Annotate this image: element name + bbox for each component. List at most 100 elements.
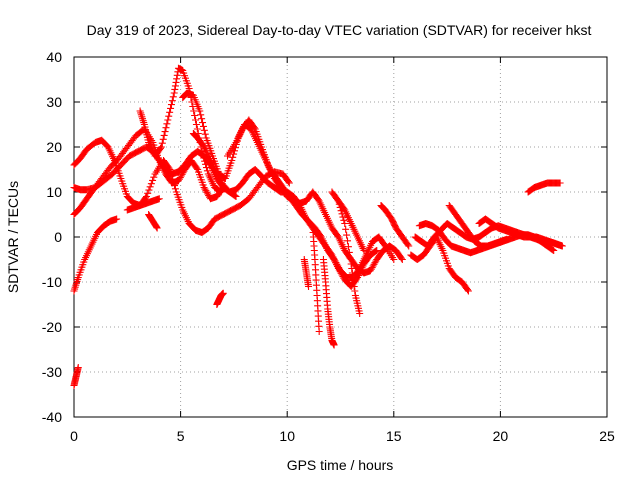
data-point-arc-n bbox=[404, 241, 412, 249]
x-tick-label: 0 bbox=[70, 428, 78, 444]
x-tick-label: 5 bbox=[177, 428, 185, 444]
data-point-arc-e bbox=[156, 144, 164, 152]
data-point-arc-a bbox=[142, 193, 150, 200]
y-tick-label: -20 bbox=[42, 319, 62, 335]
data-point-arc-r bbox=[74, 364, 82, 371]
data-point-arc-e bbox=[190, 107, 198, 115]
data-point-arc-l bbox=[342, 225, 350, 233]
x-axis-label: GPS time / hours bbox=[287, 457, 394, 473]
data-point-arc-e bbox=[193, 125, 201, 133]
data-point-arc-e bbox=[201, 157, 209, 165]
data-point-arc-g bbox=[250, 124, 258, 132]
data-point-arc-l bbox=[347, 260, 355, 268]
data-point-arc-e bbox=[168, 97, 176, 105]
data-point-arc-e bbox=[202, 164, 210, 172]
data-point-arc-o bbox=[153, 223, 161, 231]
data-point-arc-l bbox=[343, 231, 351, 239]
data-point-arc-l bbox=[344, 243, 352, 251]
y-tick-label: 0 bbox=[54, 229, 62, 245]
data-point-arc-a bbox=[149, 176, 157, 184]
data-point-arc-e bbox=[173, 71, 181, 79]
data-point-arc-e bbox=[171, 82, 179, 90]
y-tick-label: 40 bbox=[46, 49, 62, 65]
data-point-arc-t bbox=[464, 286, 472, 294]
data-point-arc-d bbox=[113, 215, 121, 223]
data-point-arc-k bbox=[305, 283, 313, 290]
data-point-arc-f bbox=[198, 115, 206, 123]
data-point-arc-v bbox=[550, 247, 558, 254]
data-point-arc-e bbox=[170, 89, 178, 97]
y-tick-label: -30 bbox=[42, 364, 62, 380]
data-point-arc-i bbox=[330, 341, 338, 349]
data-point-arc-b bbox=[193, 164, 201, 172]
data-point-arc-f bbox=[201, 130, 209, 138]
data-point-arc-a bbox=[145, 186, 153, 194]
data-point-arc-f bbox=[197, 111, 205, 119]
data-point-arc-l bbox=[356, 310, 364, 317]
data-point-arc-e bbox=[167, 101, 175, 109]
data-point-arc-e bbox=[162, 124, 170, 132]
data-point-arc-l bbox=[339, 213, 347, 221]
data-point-arc-e bbox=[169, 93, 177, 101]
data-point-arc-e bbox=[166, 108, 174, 116]
data-point-arc-l bbox=[346, 254, 354, 262]
x-tick-label: 20 bbox=[493, 428, 509, 444]
data-point-arc-g bbox=[398, 256, 406, 263]
data-point-arc-a bbox=[147, 180, 155, 188]
data-point-arc-f bbox=[199, 119, 207, 127]
data-point-arc-g bbox=[397, 254, 405, 262]
data-point-arc-e bbox=[161, 128, 169, 136]
data-point-arc-q bbox=[219, 289, 227, 297]
data-point-arc-a bbox=[171, 185, 179, 193]
data-point-arc-f bbox=[228, 157, 236, 164]
y-tick-label: 20 bbox=[46, 139, 62, 155]
y-tick-label: -40 bbox=[42, 409, 62, 425]
x-tick-label: 15 bbox=[386, 428, 402, 444]
data-point-arc-h bbox=[372, 247, 380, 255]
data-point-arc-o bbox=[153, 224, 161, 232]
data-point-arc-e bbox=[192, 116, 200, 124]
data-point-arc-f bbox=[196, 107, 204, 115]
data-marks bbox=[70, 64, 566, 389]
data-point-arc-e bbox=[165, 112, 173, 120]
data-point-arc-e bbox=[157, 143, 165, 151]
data-point-arc-e bbox=[164, 116, 172, 124]
data-point-arc-e bbox=[202, 160, 210, 168]
data-point-arc-e bbox=[217, 188, 225, 196]
y-tick-label: 30 bbox=[46, 94, 62, 110]
y-axis-label: SDTVAR / TECUs bbox=[5, 181, 21, 293]
data-point-arc-e bbox=[158, 139, 166, 147]
data-point-arc-l bbox=[350, 278, 358, 286]
data-point-arc-l bbox=[348, 265, 356, 272]
data-point-arc-t bbox=[464, 287, 472, 295]
data-point-arc-a bbox=[285, 179, 293, 187]
data-point-arc-e bbox=[160, 131, 168, 139]
data-point-arc-e bbox=[163, 120, 171, 128]
data-point-arc-h bbox=[373, 247, 381, 254]
data-point-arc-l bbox=[341, 220, 349, 227]
axis-ticks: 0 5 10 15 20 25 -40 -30 -20 -10 0 10 20 30 40 bbox=[42, 49, 615, 444]
data-point-arc-f bbox=[200, 126, 208, 134]
data-point-arc-e bbox=[159, 135, 167, 143]
data-point-arc-f bbox=[229, 153, 237, 161]
data-point-arc-e bbox=[171, 85, 179, 93]
data-point-arc-a bbox=[150, 173, 158, 181]
data-point-arc-e bbox=[172, 78, 180, 86]
data-point-arc-e bbox=[203, 167, 211, 175]
data-point-arc-c bbox=[232, 193, 240, 200]
data-point-arc-f bbox=[390, 256, 398, 263]
data-point-arc-v bbox=[549, 246, 557, 254]
data-point-arc-a bbox=[284, 178, 292, 186]
data-point-arc-e bbox=[173, 75, 181, 83]
data-point-arc-n bbox=[405, 242, 413, 250]
data-point-arc-l bbox=[351, 287, 359, 295]
data-point-arc-e bbox=[167, 104, 175, 112]
x-tick-label: 25 bbox=[599, 428, 615, 444]
data-point-arc-e bbox=[200, 154, 208, 162]
data-point-arc-a bbox=[146, 183, 154, 191]
data-point-arc-m bbox=[360, 247, 368, 254]
data-point-arc-e bbox=[192, 121, 200, 128]
data-point-arc-l bbox=[350, 283, 358, 290]
